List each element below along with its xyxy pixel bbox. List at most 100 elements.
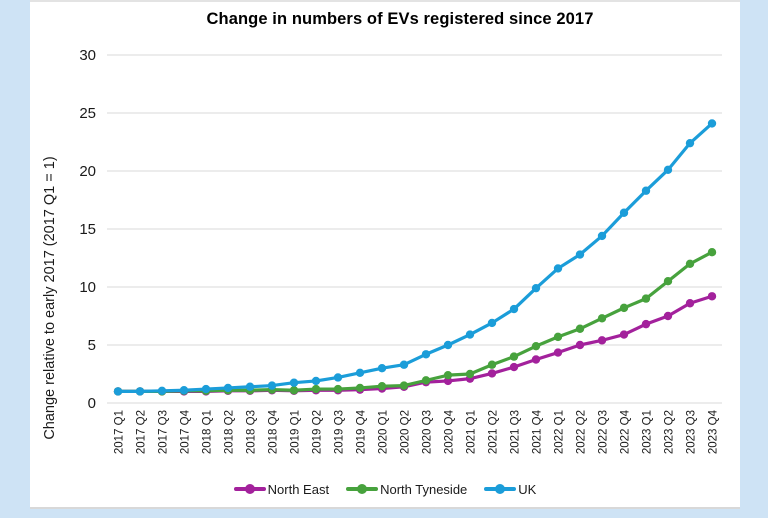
legend-label: UK (518, 481, 537, 497)
x-tick-label: 2021 Q2 (488, 410, 500, 454)
data-point-north-tyneside (663, 277, 673, 286)
data-point-north-tyneside (619, 303, 629, 313)
legend-item-north-east: North East (233, 481, 330, 497)
data-point-uk (575, 250, 585, 259)
data-point-uk (553, 264, 563, 273)
data-point-uk (289, 378, 299, 387)
x-tick-label: 2022 Q4 (620, 409, 632, 454)
x-tick-label: 2020 Q2 (400, 410, 412, 454)
data-point-north-tyneside (597, 314, 607, 323)
data-point-north-tyneside (487, 360, 497, 369)
data-point-north-tyneside (311, 384, 321, 394)
series-line-uk (116, 121, 714, 393)
x-tick-label: 2018 Q4 (268, 409, 280, 454)
x-tick-label: 2019 Q1 (290, 410, 302, 454)
data-point-uk (311, 376, 321, 386)
data-point-uk (333, 373, 343, 382)
legend-label: North East (267, 481, 330, 497)
data-point-north-tyneside (421, 376, 431, 385)
data-point-uk (641, 186, 651, 195)
x-tick-label: 2022 Q3 (598, 410, 610, 454)
uk-marker-icon (484, 483, 517, 495)
x-tick-label: 2017 Q1 (114, 410, 126, 454)
data-point-north-east (707, 292, 717, 301)
data-point-north-tyneside (465, 369, 475, 379)
x-tick-label: 2019 Q4 (356, 409, 368, 454)
data-point-uk (443, 340, 453, 350)
data-point-north-tyneside (355, 383, 365, 393)
chart-title: Change in numbers of EVs registered sinc… (206, 10, 594, 28)
data-point-uk (509, 304, 519, 314)
x-tick-label: 2020 Q1 (378, 410, 390, 454)
x-tick-label: 2022 Q2 (576, 410, 588, 454)
y-tick-label: 20 (79, 163, 96, 180)
x-tick-label: 2023 Q4 (708, 409, 720, 454)
data-point-north-east (685, 299, 695, 308)
x-tick-label: 2018 Q3 (246, 410, 258, 454)
data-point-uk (619, 208, 629, 217)
data-point-uk (377, 364, 387, 373)
x-tick-label: 2023 Q1 (642, 410, 654, 454)
data-point-north-tyneside (531, 341, 541, 351)
data-point-north-east (487, 369, 497, 378)
x-tick-label: 2020 Q4 (444, 409, 456, 454)
data-point-uk (707, 119, 717, 128)
y-tick-label: 30 (79, 47, 96, 64)
x-tick-label: 2019 Q3 (334, 410, 346, 454)
data-point-uk (399, 360, 409, 369)
data-point-north-east (443, 376, 453, 386)
y-tick-label: 5 (88, 337, 96, 354)
data-point-uk (531, 283, 541, 293)
y-tick-label: 10 (79, 279, 96, 296)
x-tick-label: 2021 Q1 (466, 410, 478, 454)
data-point-north-tyneside (399, 381, 409, 390)
data-point-north-tyneside (575, 324, 585, 333)
y-tick-label: 25 (79, 105, 96, 122)
data-point-uk (157, 386, 167, 396)
data-point-north-tyneside (553, 332, 563, 342)
x-tick-label: 2023 Q3 (686, 410, 698, 454)
data-point-uk (113, 387, 123, 396)
data-point-uk (179, 386, 189, 395)
data-point-north-tyneside (641, 294, 651, 303)
x-tick-label: 2019 Q2 (312, 410, 324, 454)
data-point-uk (465, 330, 475, 339)
x-tick-label: 2021 Q3 (510, 410, 522, 454)
data-point-uk (267, 381, 277, 390)
data-point-uk (355, 368, 365, 378)
data-point-north-tyneside (333, 384, 343, 394)
legend-item-north-tyneside: North Tyneside (346, 482, 467, 497)
series-line-north-tyneside (116, 250, 714, 393)
data-point-uk (135, 387, 145, 396)
x-tick-label: 2021 Q4 (532, 409, 544, 454)
data-point-uk (245, 382, 255, 391)
x-tick-label: 2018 Q1 (202, 410, 214, 454)
x-tick-label: 2020 Q3 (422, 410, 434, 454)
x-tick-label: 2023 Q2 (664, 410, 676, 454)
x-tick-label: 2022 Q1 (554, 410, 566, 454)
data-point-north-east (597, 336, 607, 345)
legend-item-uk: UK (484, 482, 536, 497)
y-tick-label: 0 (88, 395, 96, 412)
data-point-uk (201, 384, 211, 394)
data-point-north-east (663, 311, 673, 321)
data-point-uk (663, 165, 673, 175)
x-tick-label: 2017 Q2 (136, 410, 148, 454)
x-tick-label: 2017 Q3 (158, 410, 170, 454)
data-point-north-tyneside (685, 259, 695, 268)
data-point-uk (597, 231, 607, 241)
legend: North East North Tyneside UK (30, 478, 740, 500)
x-tick-label: 2017 Q4 (180, 409, 192, 454)
data-point-north-east (531, 355, 541, 364)
legend-label: North Tyneside (380, 481, 468, 497)
data-point-north-east (619, 330, 629, 339)
data-point-north-east (553, 348, 563, 357)
data-point-north-tyneside (377, 381, 387, 391)
data-point-uk (487, 318, 497, 328)
data-point-north-tyneside (707, 248, 717, 257)
y-tick-label: 15 (79, 221, 96, 238)
data-point-north-east (641, 319, 651, 329)
data-point-north-tyneside (443, 370, 453, 380)
data-point-uk (421, 350, 431, 359)
